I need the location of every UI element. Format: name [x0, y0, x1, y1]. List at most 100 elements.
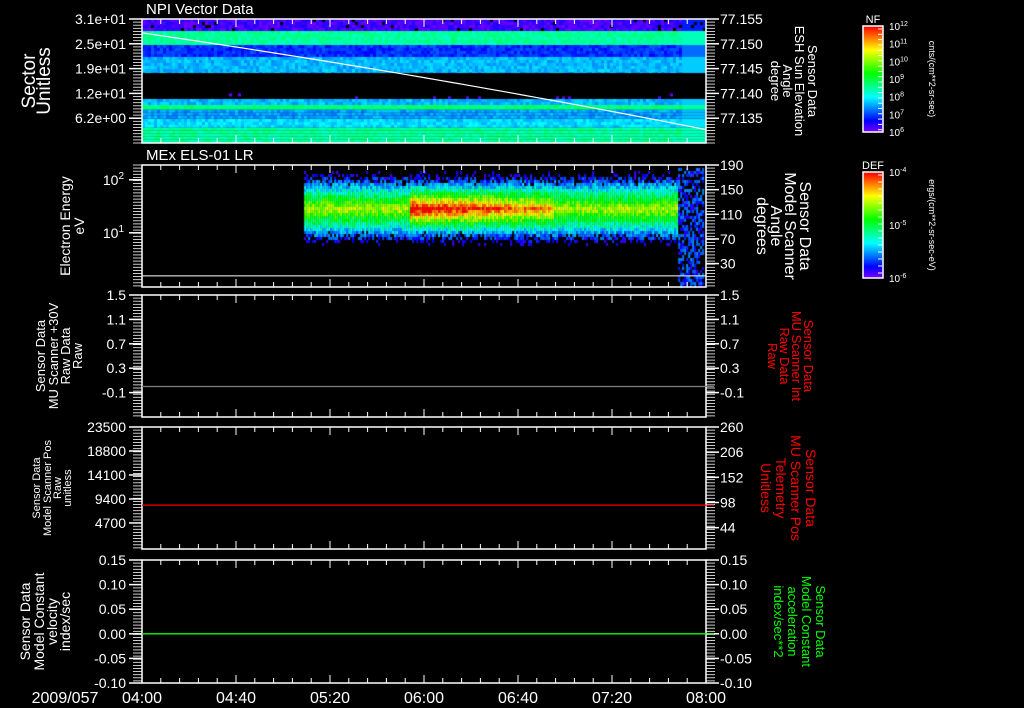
right-axis-title: Raw Data: [777, 327, 792, 385]
right-tick-label: 110: [720, 206, 743, 222]
right-axis-title: Unitless: [758, 463, 774, 513]
right-axis-title: Sensor Data: [803, 449, 819, 527]
colorbar-nf: [862, 25, 884, 133]
right-tick-label: 150: [720, 182, 744, 198]
right-tick-label: 77.150: [720, 36, 763, 52]
y-tick-label: 0.00: [99, 626, 126, 642]
colorbar-title: NF: [866, 14, 881, 26]
right-tick-label: 1.5: [720, 287, 740, 303]
colorbar-label: 1011: [889, 39, 907, 51]
colorbar-label: 107: [889, 109, 904, 121]
right-axis-title: MU Scanner Int: [789, 311, 804, 402]
right-tick-label: 44: [720, 520, 736, 536]
panel-frame: [141, 426, 707, 550]
y-tick-label: 4700: [95, 515, 126, 531]
colorbar-label: 109: [889, 74, 904, 86]
right-tick-label: 260: [720, 419, 744, 435]
tick-exponent: 6: [900, 127, 904, 134]
y-tick-label: 0.7: [107, 336, 127, 352]
right-tick-label: -0.05: [720, 650, 752, 666]
colorbar-label: 10-6: [889, 273, 906, 285]
time-tick-label: 06:00: [404, 690, 444, 707]
tick-exponent: -5: [900, 220, 906, 227]
y-axis-title: Unitless: [34, 47, 55, 115]
time-tick-label: 04:40: [216, 690, 256, 707]
right-axis-title: Sensor Data: [796, 182, 813, 271]
colorbar-label: 108: [889, 92, 904, 104]
right-tick-label: 0.15: [720, 552, 747, 568]
tick-base: 10: [889, 221, 901, 232]
right-axis-title: Angle: [767, 206, 784, 247]
right-axis-title: Angle: [780, 64, 795, 97]
tick-exponent: 8: [900, 92, 904, 99]
tick-base: 10: [889, 128, 901, 139]
y-tick-label: 1.9e+01: [75, 61, 126, 77]
right-tick-label: 0.7: [720, 336, 740, 352]
right-axis-title: Raw: [765, 343, 780, 370]
tick-exponent: 10: [900, 56, 908, 63]
y-tick-label: 1.2e+01: [75, 85, 126, 101]
tick-base: 10: [889, 110, 901, 121]
right-tick-label: 77.145: [720, 61, 763, 77]
panel-frame: [141, 559, 707, 684]
y-tick-label: -0.1: [102, 385, 126, 401]
right-axis-title: degrees: [753, 197, 770, 255]
y-tick-label: 101: [103, 224, 125, 241]
y-tick-label: 0.3: [107, 360, 127, 376]
time-tick-label: 05:20: [310, 690, 350, 707]
right-axis-title: MU Scanner Pos: [788, 435, 804, 541]
y-axis-title: Sensor Data: [17, 582, 33, 660]
tick-base: 10: [103, 225, 119, 241]
tick-base: 10: [103, 172, 119, 188]
right-tick-label: 0.10: [720, 577, 747, 593]
y-tick-label: 0.10: [99, 577, 126, 593]
y-tick-label: -0.10: [94, 675, 126, 691]
y-axis-title: Model Constant: [31, 572, 47, 670]
right-tick-label: 77.155: [720, 11, 763, 27]
time-tick-label: 04:00: [122, 690, 162, 707]
right-axis-title: acceleration: [785, 586, 800, 656]
right-tick-label: 77.140: [720, 85, 763, 101]
right-tick-label: 77.135: [720, 110, 763, 126]
y-tick-label: -0.05: [94, 650, 126, 666]
right-tick-label: 190: [720, 157, 744, 173]
right-tick-label: 70: [720, 231, 736, 247]
tick-exponent: 1: [118, 224, 124, 235]
tick-base: 10: [889, 22, 901, 33]
time-tick-label: 08:00: [686, 690, 726, 707]
right-tick-label: -0.1: [720, 385, 744, 401]
y-axis-title: unitless: [62, 469, 74, 507]
sun-elevation-line: [141, 32, 707, 131]
y-axis-title: Raw Data: [58, 327, 73, 385]
y-tick-label: 18800: [87, 443, 126, 459]
colorbar-label: 10-4: [889, 167, 906, 179]
y-tick-label: 3.1e+01: [75, 11, 126, 27]
right-tick-label: 98: [720, 494, 736, 510]
time-tick-label: 07:20: [592, 690, 632, 707]
right-tick-label: -0.10: [720, 675, 752, 691]
y-axis-title: Raw: [70, 342, 85, 369]
time-tick-label: 06:40: [498, 690, 538, 707]
colorbar-units: cnts/(cm**2-sr-sec): [927, 41, 937, 118]
tick-base: 10: [889, 168, 901, 179]
y-tick-label: 102: [103, 171, 125, 188]
panel-title: NPI Vector Data: [146, 1, 254, 18]
panel-frame: [141, 18, 707, 144]
tick-base: 10: [889, 75, 901, 86]
right-tick-label: 1.1: [720, 311, 740, 327]
colorbar-label: 1012: [889, 21, 908, 33]
tick-exponent: 7: [900, 109, 904, 116]
y-tick-label: 2.5e+01: [75, 36, 126, 52]
tick-exponent: 9: [900, 74, 904, 81]
y-tick-label: 23500: [87, 419, 126, 435]
right-axis-title: index/sec**2: [771, 585, 786, 657]
y-axis-title: Model Scanner Pos: [42, 440, 54, 536]
colorbar-title: DEF: [862, 160, 884, 172]
tick-exponent: 2: [118, 171, 124, 182]
y-axis-title: velocity: [44, 598, 60, 645]
y-tick-label: 0.15: [99, 552, 126, 568]
y-axis-title: eV: [71, 217, 87, 235]
colorbar-label: 106: [889, 127, 904, 139]
